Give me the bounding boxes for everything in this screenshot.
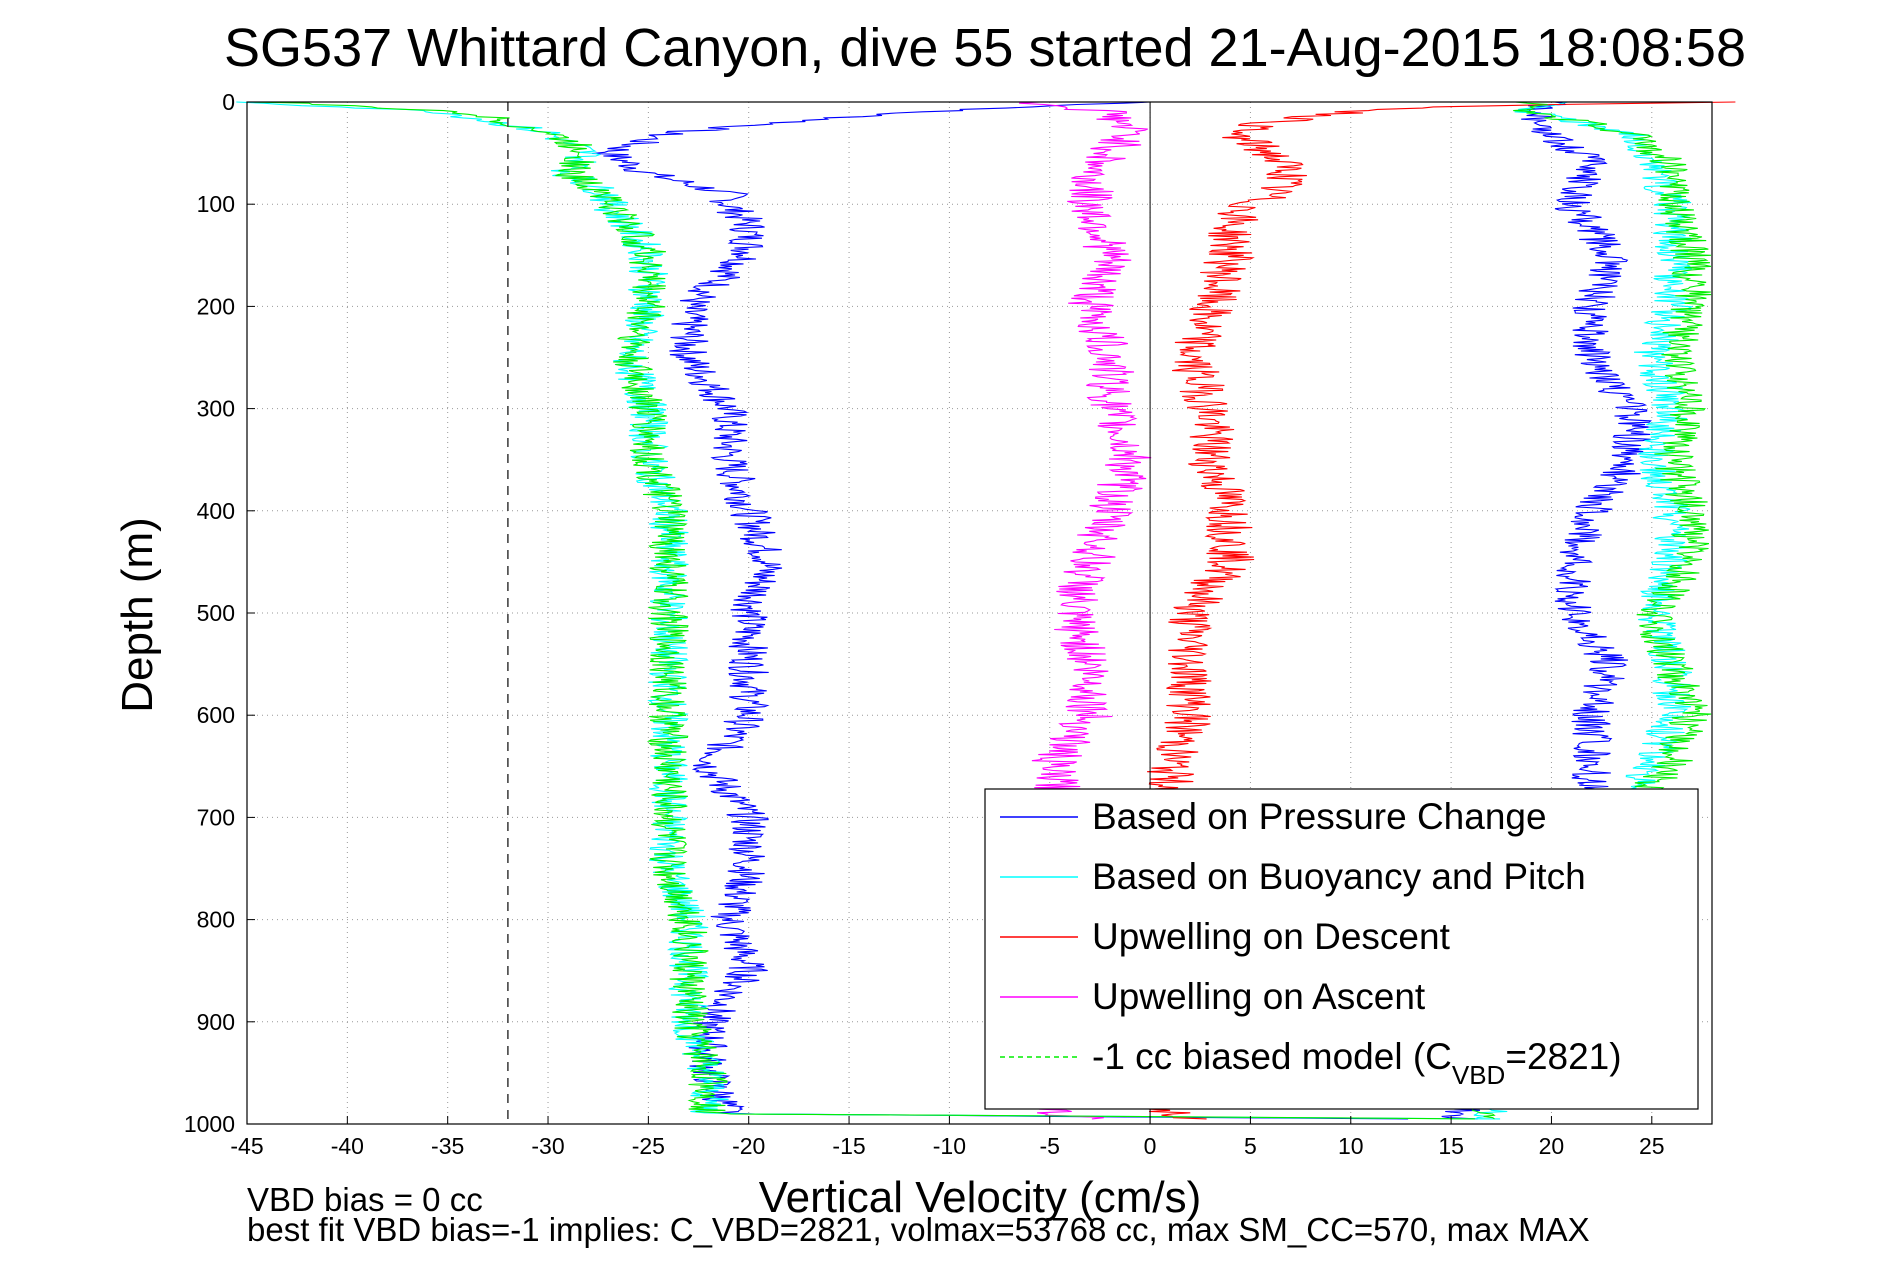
x-ticks: -45 -40 -35 -30 -25 -20 -15 -10 -5 0 5 10 15 20 25	[230, 1116, 1665, 1159]
x-tick-label: -10	[933, 1133, 966, 1159]
y-tick-label: 700	[197, 804, 235, 830]
y-tick-label: 800	[197, 907, 235, 933]
legend-label: -1 cc biased model (CVBD=2821)	[1092, 1036, 1622, 1090]
x-axis-label: Vertical Velocity (cm/s)	[759, 1173, 1202, 1222]
legend-box	[984, 788, 1699, 1110]
x-tick-label: 25	[1639, 1133, 1665, 1159]
legend-label: Upwelling on Descent	[1092, 916, 1451, 957]
y-tick-label: 0	[222, 89, 235, 115]
legend-label: Based on Pressure Change	[1092, 796, 1547, 837]
x-tick-label: -30	[531, 1133, 564, 1159]
x-tick-label: -15	[832, 1133, 865, 1159]
x-tick-label: -20	[732, 1133, 765, 1159]
y-tick-label: 100	[197, 191, 235, 217]
y-tick-label: 900	[197, 1009, 235, 1035]
x-tick-label: -25	[632, 1133, 665, 1159]
y-tick-label: 600	[197, 702, 235, 728]
y-tick-label: 200	[197, 293, 235, 319]
best-fit-note: best fit VBD bias=-1 implies: C_VBD=2821…	[247, 1211, 1590, 1248]
x-tick-label: 5	[1244, 1133, 1257, 1159]
series-line	[236, 101, 1501, 1120]
x-tick-label: -5	[1040, 1133, 1060, 1159]
series-line	[592, 101, 1409, 1120]
y-axis-label: Depth (m)	[113, 517, 162, 713]
chart-title: SG537 Whittard Canyon, dive 55 started 2…	[224, 18, 1746, 78]
x-tick-label: 10	[1338, 1133, 1364, 1159]
x-tick-label: 0	[1144, 1133, 1157, 1159]
series-line	[252, 101, 1475, 1120]
vbd-bias-note: VBD bias = 0 cc	[247, 1181, 483, 1218]
y-tick-label: 400	[197, 498, 235, 524]
y-tick-label: 1000	[184, 1111, 235, 1137]
legend: Based on Pressure Change Based on Buoyanc…	[984, 788, 1699, 1110]
legend-label: Based on Buoyancy and Pitch	[1092, 856, 1586, 897]
x-tick-label: 20	[1539, 1133, 1565, 1159]
x-tick-label: 15	[1438, 1133, 1464, 1159]
y-tick-label: 300	[197, 396, 235, 422]
y-ticks: 0 100 200 300 400 500 600 700 800 900 1000	[184, 89, 255, 1137]
y-tick-label: 500	[197, 600, 235, 626]
x-tick-label: -40	[331, 1133, 364, 1159]
x-tick-label: -45	[230, 1133, 263, 1159]
legend-label: Upwelling on Ascent	[1092, 976, 1426, 1017]
x-tick-label: -35	[431, 1133, 464, 1159]
